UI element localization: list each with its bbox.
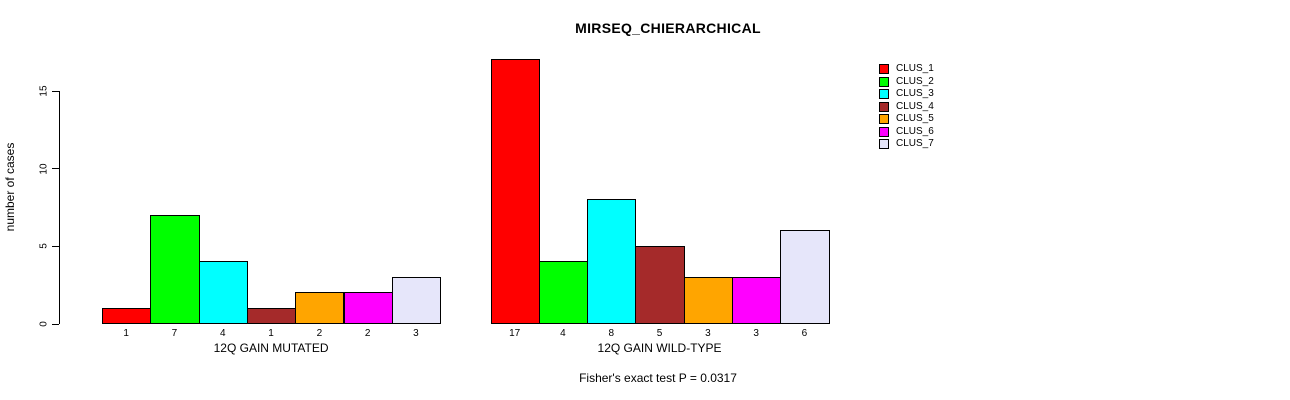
bar-clus_2 (150, 214, 200, 325)
bar-value-label: 1 (268, 327, 274, 339)
legend-swatch (879, 89, 889, 100)
y-axis-line (59, 90, 60, 325)
y-tick-label: 15 (38, 85, 50, 97)
bar-value-label: 6 (801, 327, 808, 339)
bar-value-label: 2 (316, 327, 323, 339)
bar-clus_7 (391, 276, 442, 325)
legend-swatch (879, 139, 889, 150)
bar-clus_6 (732, 276, 782, 325)
legend-swatch (879, 114, 889, 125)
bar-clus_6 (343, 292, 393, 325)
legend-swatch (879, 101, 889, 112)
bar-clus_3 (198, 261, 248, 325)
bar-value-label: 3 (413, 327, 419, 339)
legend-item-clus_4: CLUS_4 (879, 101, 934, 114)
legend-label: CLUS_1 (896, 63, 934, 75)
bar-value-label: 3 (705, 327, 711, 339)
bar-clus_4 (246, 307, 297, 325)
footnote-fisher-test: Fisher's exact test P = 0.0317 (579, 371, 737, 385)
y-tick-mark (52, 168, 59, 170)
bar-clus_3 (587, 199, 637, 325)
bar-value-label: 8 (608, 327, 615, 339)
y-tick-label: 0 (38, 321, 50, 327)
bar-clus_5 (295, 292, 345, 325)
bar-value-label: 1 (123, 327, 129, 339)
bar-value-label: 3 (753, 327, 759, 339)
bar-clus_7 (780, 230, 830, 325)
chart-title: MIRSEQ_CHIERARCHICAL (575, 20, 761, 36)
legend-item-clus_2: CLUS_2 (879, 76, 934, 89)
y-tick-mark (52, 245, 59, 247)
legend-label: CLUS_5 (896, 113, 934, 125)
legend-label: CLUS_4 (896, 100, 934, 112)
legend: CLUS_1 CLUS_2 CLUS_3 CLUS_4 CLUS_5 CLUS_6 CLUS… (879, 63, 934, 151)
legend-swatch (879, 126, 889, 137)
bar-clus_5 (683, 276, 733, 325)
y-tick-label: 10 (38, 163, 50, 175)
y-tick-label: 5 (38, 243, 50, 250)
legend-item-clus_3: CLUS_3 (879, 88, 934, 101)
legend-swatch (879, 64, 889, 75)
bar-clus_4 (635, 245, 685, 325)
legend-label: CLUS_2 (896, 75, 934, 87)
bar-value-label: 2 (364, 327, 371, 339)
bar-value-label: 4 (219, 327, 226, 339)
y-tick-mark (52, 90, 59, 92)
bar-value-label: 17 (509, 327, 521, 339)
bar-clus_1 (102, 307, 152, 325)
legend-item-clus_5: CLUS_5 (879, 113, 934, 126)
bar-clus_2 (538, 261, 589, 325)
bar-value-label: 4 (560, 327, 566, 339)
legend-item-clus_6: CLUS_6 (879, 126, 934, 139)
bar-value-label: 7 (171, 327, 178, 339)
x-axis-group-label: 12Q GAIN MUTATED (213, 340, 329, 355)
legend-label: CLUS_6 (896, 125, 934, 137)
y-axis-label: number of cases (3, 142, 17, 232)
bar-value-label: 5 (656, 327, 663, 339)
legend-swatch (879, 76, 889, 87)
legend-label: CLUS_3 (896, 88, 934, 100)
x-axis-group-label: 12Q GAIN WILD-TYPE (597, 340, 722, 355)
legend-label: CLUS_7 (896, 138, 934, 150)
bar-clus_1 (490, 59, 540, 325)
y-tick-mark (52, 323, 59, 325)
legend-item-clus_1: CLUS_1 (879, 63, 934, 76)
legend-item-clus_7: CLUS_7 (879, 138, 934, 151)
